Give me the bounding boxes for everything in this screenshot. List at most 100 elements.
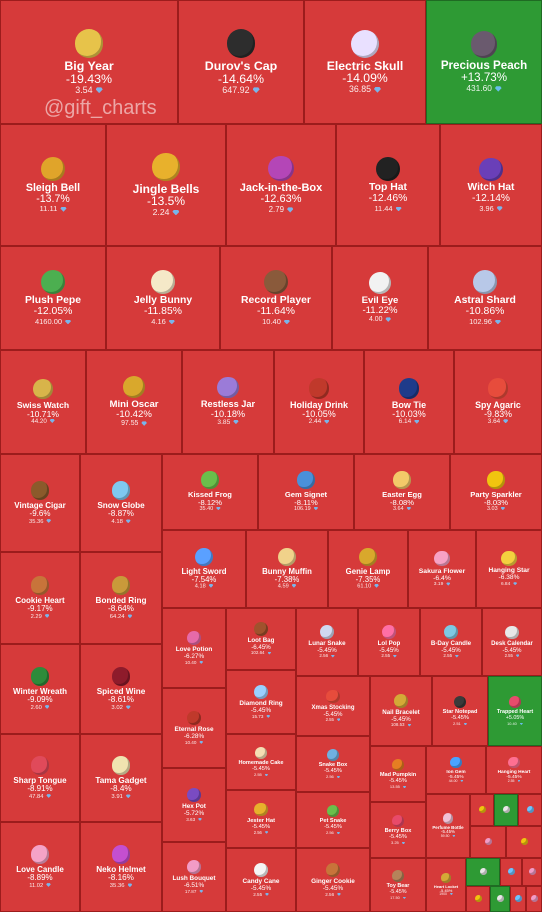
tile-mini-oscar[interactable]: Mini Oscar -10.42% 97.55 (86, 350, 182, 454)
diamond-icon (385, 317, 391, 322)
tile-price: 3.96 (479, 203, 503, 213)
tile-change: -5.45% (324, 768, 342, 775)
tile-price: 13.55 (389, 784, 407, 790)
tile-b-day-candle[interactable]: B-Day Candle -5.45% 2.55 (420, 608, 482, 676)
tile-durov-s-cap[interactable]: Durov's Cap -14.64% 647.92 (178, 0, 304, 124)
tile-name: Hex Pot (182, 803, 206, 811)
tile-love-potion[interactable]: Love Potion -6.27% 10.40 (162, 608, 226, 688)
tile-bunny-muffin[interactable]: Bunny Muffin -7.38% 4.59 (246, 530, 328, 608)
diamond-icon (455, 654, 459, 658)
tile-small[interactable] (526, 886, 542, 912)
tile-toy-bear[interactable]: Toy Bear -5.45% 17.50 (370, 858, 426, 912)
tile-heart-locket[interactable]: Heart Locket -5.45% 1900 (426, 858, 466, 912)
tile-name: Kissed Frog (188, 489, 232, 499)
tile-lush-bouquet[interactable]: Lush Bouquet -6.51% 17.87 (162, 842, 226, 912)
tile-restless-jar[interactable]: Restless Jar -10.18% 3.85 (182, 350, 274, 454)
tile-kissed-frog[interactable]: Kissed Frog -8.12% 35.40 (162, 454, 258, 530)
tile-big-year[interactable]: Big Year -19.43% 3.54 (0, 0, 178, 124)
tile-berry-box[interactable]: Berry Box -5.45% 3.25 (370, 802, 426, 858)
tile-small[interactable] (518, 794, 542, 826)
tile-ion-gem[interactable]: Ion Gem -5.45% 44.00 (426, 746, 486, 794)
diamond-icon (446, 582, 451, 586)
tile-change: -8.03% (483, 497, 509, 507)
tile-winter-wreath[interactable]: Winter Wreath -9.09% 2.60 (0, 644, 80, 734)
heart-icon (508, 696, 522, 709)
tile-price-value: 3.96 (479, 203, 494, 213)
tile-sleigh-bell[interactable]: Sleigh Bell -13.7% 11.11 (0, 124, 106, 246)
tile-party-sparkler[interactable]: Party Sparkler -8.03% 3.03 (450, 454, 542, 530)
tile-eternal-rose[interactable]: Eternal Rose -6.28% 10.40 (162, 688, 226, 768)
tile-hanging-heart[interactable]: Hanging Heart -5.45% 2.55 (486, 746, 542, 794)
tile-tama-gadget[interactable]: Tama Gadget -8.4% 3.91 (80, 734, 162, 822)
tile-bonded-ring[interactable]: Bonded Ring -8.64% 64.24 (80, 552, 162, 644)
tile-price: 2.56 (326, 775, 341, 779)
tile-price-value: 10.40 (262, 316, 281, 326)
tile-xmas-stocking[interactable]: Xmas Stocking -5.45% 2.55 (296, 676, 370, 736)
tile-small[interactable] (494, 794, 518, 826)
tile-jester-hat[interactable]: Jester Hat -5.45% 2.56 (226, 790, 296, 848)
tile-light-sword[interactable]: Light Sword -7.54% 4.18 (162, 530, 246, 608)
tile-small[interactable] (466, 858, 500, 886)
tile-loot-bag[interactable]: Loot Bag -6.45% 102.64 (226, 608, 296, 670)
tile-witch-hat[interactable]: Witch Hat -12.14% 3.96 (440, 124, 542, 246)
tile-lunar-snake[interactable]: Lunar Snake -5.45% 2.56 (296, 608, 358, 676)
tile-mad-pumpkin[interactable]: Mad Pumpkin -5.45% 13.55 (370, 746, 426, 802)
tile-astral-shard[interactable]: Astral Shard -10.86% 102.96 (428, 246, 542, 350)
tile-trapped-heart[interactable]: Trapped Heart +5.05% 10.40 (488, 676, 542, 746)
tile-neko-helmet[interactable]: Neko Helmet -8.16% 35.36 (80, 822, 162, 912)
tile-diamond-ring[interactable]: Diamond Ring -5.45% 15.73 (226, 670, 296, 734)
tile-desk-calendar[interactable]: Desk Calendar -5.45% 2.55 (482, 608, 542, 676)
tile-small[interactable] (470, 794, 494, 826)
tile-snake-box[interactable]: Snake Box -5.45% 2.56 (296, 736, 370, 792)
tile-ginger-cookie[interactable]: Ginger Cookie -5.45% 2.56 (296, 848, 370, 912)
diamond-icon (199, 889, 204, 893)
tile-small[interactable] (506, 826, 542, 858)
tile-plush-pepe[interactable]: Plush Pepe -12.05% 4160.00 (0, 246, 106, 350)
tile-hex-pot[interactable]: Hex Pot -5.72% 3.63 (162, 768, 226, 842)
tile-change: -12.46% (368, 193, 408, 205)
tile-lol-pop[interactable]: Lol Pop -5.45% 2.55 (358, 608, 420, 676)
tile-holiday-drink[interactable]: Holiday Drink -10.05% 2.44 (274, 350, 364, 454)
tile-small[interactable] (466, 886, 490, 912)
tile-spiced-wine[interactable]: Spiced Wine -8.61% 3.02 (80, 644, 162, 734)
tile-snow-globe[interactable]: Snow Globe -8.87% 4.18 (80, 454, 162, 552)
tile-small[interactable] (490, 886, 510, 912)
tile-jack-in-the-box[interactable]: Jack-in-the-Box -12.63% 2.79 (226, 124, 336, 246)
tile-price: 3.85 (217, 419, 239, 427)
tile-vintage-cigar[interactable]: Vintage Cigar -9.6% 35.36 (0, 454, 80, 552)
tile-cookie-heart[interactable]: Cookie Heart -9.17% 2.29 (0, 552, 80, 644)
tile-price-value: 13.55 (389, 784, 400, 790)
tile-star-notepad[interactable]: Star Notepad -5.45% 2.51 (432, 676, 488, 746)
tile-price-value: 2.55 (507, 778, 515, 783)
tile-small[interactable] (510, 886, 526, 912)
tile-sharp-tongue[interactable]: Sharp Tongue -8.91% 47.84 (0, 734, 80, 822)
tile-record-player[interactable]: Record Player -11.64% 10.40 (220, 246, 332, 350)
tile-sakura-flower[interactable]: Sakura Flower -6.4% 3.19 (408, 530, 476, 608)
tile-gem-signet[interactable]: Gem Signet -8.11% 106.19 (258, 454, 354, 530)
tile-swiss-watch[interactable]: Swiss Watch -10.71% 44.20 (0, 350, 86, 454)
tile-evil-eye[interactable]: Evil Eye -11.22% 4.00 (332, 246, 428, 350)
tile-small[interactable] (500, 858, 522, 886)
perfume-icon (442, 813, 454, 824)
tile-candy-cane[interactable]: Candy Cane -5.45% 2.55 (226, 848, 296, 912)
tile-name: Jelly Bunny (133, 295, 193, 307)
tile-electric-skull[interactable]: Electric Skull -14.09% 36.85 (304, 0, 426, 124)
tile-spy-agaric[interactable]: Spy Agaric -9.83% 3.64 (454, 350, 542, 454)
tile-pet-snake[interactable]: Pet Snake -5.45% 2.56 (296, 792, 370, 848)
tile-hanging-star[interactable]: Hanging Star -6.38% 6.84 (476, 530, 542, 608)
tile-jingle-bells[interactable]: Jingle Bells -13.5% 2.24 (106, 124, 226, 246)
tile-small[interactable] (522, 858, 542, 886)
tile-top-hat[interactable]: Top Hat -12.46% 11.44 (336, 124, 440, 246)
tile-precious-peach[interactable]: Precious Peach +13.73% 431.60 (426, 0, 542, 124)
tile-bow-tie[interactable]: Bow Tie -10.03% 6.14 (364, 350, 454, 454)
tile-easter-egg[interactable]: Easter Egg -8.08% 3.64 (354, 454, 450, 530)
tile-nail-bracelet[interactable]: Nail Bracelet -5.45% 108.53 (370, 676, 432, 746)
tile-jelly-bunny[interactable]: Jelly Bunny -11.85% 4.16 (106, 246, 220, 350)
tile-genie-lamp[interactable]: Genie Lamp -7.35% 61.10 (328, 530, 408, 608)
tile-homemade-cake[interactable]: Homemade Cake -5.45% 2.55 (226, 734, 296, 790)
tile-small[interactable] (470, 826, 506, 858)
tile-love-candle[interactable]: Love Candle -8.89% 11.02 (0, 822, 80, 912)
diamond-icon (199, 660, 204, 664)
tile-change: -8.89% (27, 873, 53, 883)
tile-perfume-bottle[interactable]: Perfume Bottle -5.45% 59.50 (426, 794, 470, 858)
